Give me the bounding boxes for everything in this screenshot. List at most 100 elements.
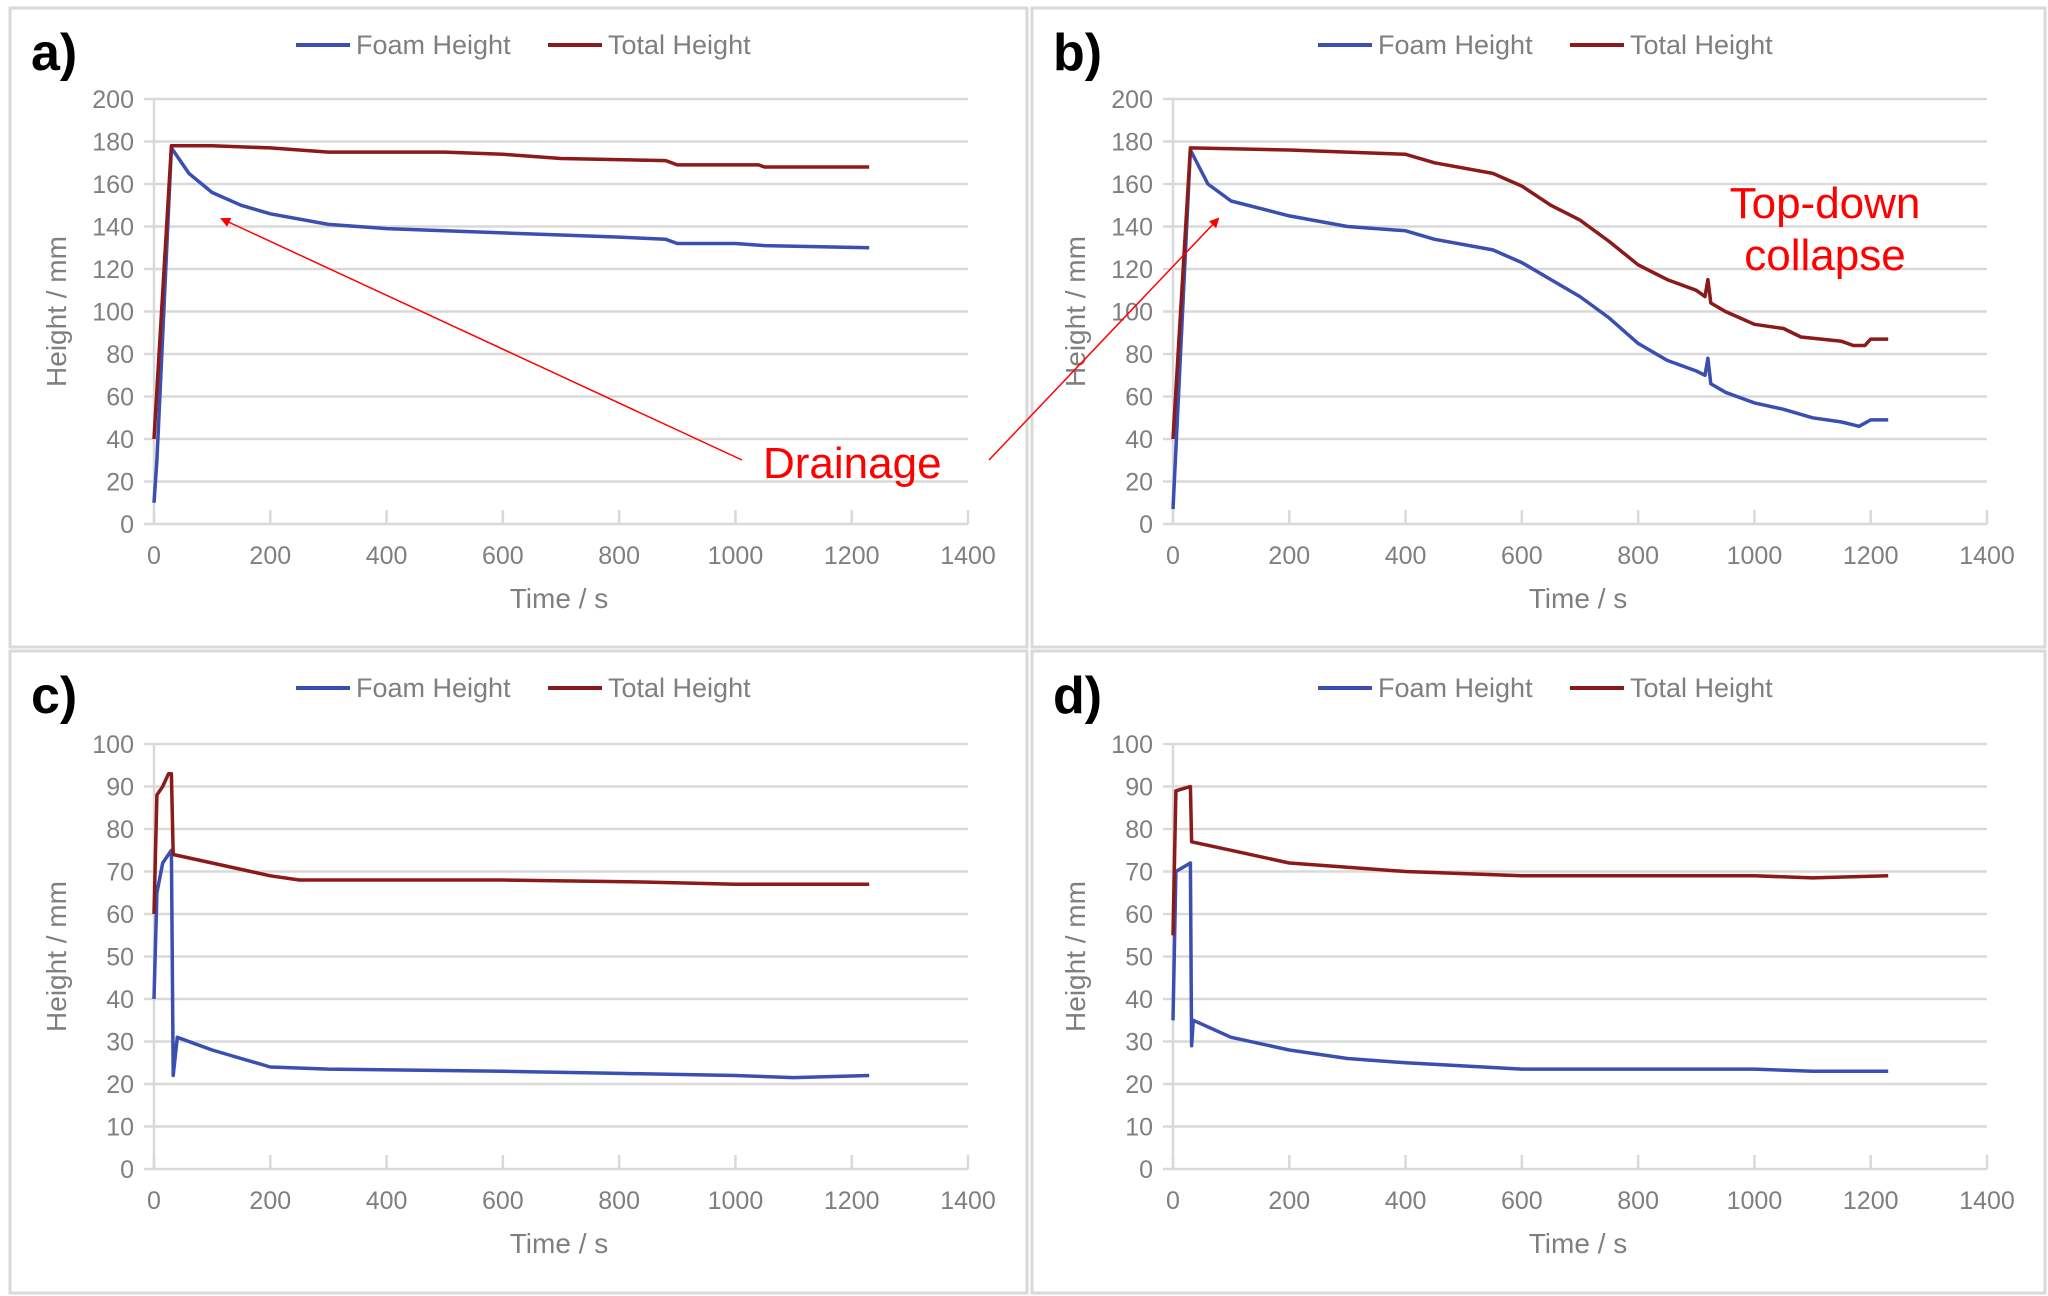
- x-tick-label: 1000: [1727, 542, 1783, 570]
- y-tick-label: 40: [106, 986, 134, 1014]
- x-tick-label: 400: [1385, 542, 1427, 570]
- x-tick-label: 200: [249, 542, 291, 570]
- x-tick-label: 0: [147, 542, 161, 570]
- y-tick-label: 40: [1125, 426, 1153, 454]
- y-tick-label: 70: [1125, 859, 1153, 887]
- x-axis-title: Time / s: [510, 583, 609, 614]
- y-tick-label: 60: [106, 384, 134, 412]
- x-tick-label: 600: [1501, 542, 1543, 570]
- y-tick-label: 160: [92, 171, 134, 199]
- legend-label-total: Total Height: [608, 673, 751, 703]
- y-tick-label: 30: [106, 1029, 134, 1057]
- y-tick-label: 50: [106, 944, 134, 972]
- series-line-foam-height: [1171, 861, 1889, 1074]
- series-line-foam-height: [152, 848, 870, 1080]
- panel-border: [8, 6, 1029, 649]
- y-tick-label: 0: [1139, 1156, 1153, 1184]
- panel-label: d): [1053, 667, 1102, 725]
- x-axis-title: Time / s: [1529, 583, 1628, 614]
- x-tick-label: 1400: [940, 542, 996, 570]
- top-down-label: Top-down: [1730, 179, 1921, 228]
- y-tick-label: 200: [1111, 86, 1153, 114]
- x-axis-title: Time / s: [510, 1228, 609, 1259]
- legend-label-total: Total Height: [1630, 673, 1773, 703]
- y-tick-label: 80: [1125, 816, 1153, 844]
- y-tick-label: 60: [106, 901, 134, 929]
- y-tick-label: 100: [1111, 299, 1153, 327]
- y-tick-label: 30: [1125, 1029, 1153, 1057]
- x-tick-label: 800: [1617, 1187, 1659, 1215]
- y-tick-label: 0: [1139, 511, 1153, 539]
- series-line-foam-height: [152, 146, 870, 503]
- y-tick-label: 60: [1125, 384, 1153, 412]
- collapse-label: collapse: [1744, 231, 1905, 280]
- x-tick-label: 1200: [1843, 1187, 1899, 1215]
- y-tick-label: 0: [120, 511, 134, 539]
- x-tick-label: 800: [1617, 542, 1659, 570]
- x-tick-label: 0: [1166, 542, 1180, 570]
- y-tick-label: 50: [1125, 944, 1153, 972]
- y-tick-label: 90: [1125, 774, 1153, 802]
- panel-label: b): [1053, 24, 1102, 82]
- x-tick-label: 600: [1501, 1187, 1543, 1215]
- x-tick-label: 1000: [1727, 1187, 1783, 1215]
- y-tick-label: 200: [92, 86, 134, 114]
- y-tick-label: 180: [92, 129, 134, 157]
- y-tick-label: 100: [1111, 731, 1153, 759]
- x-tick-label: 1200: [1843, 542, 1899, 570]
- x-tick-label: 800: [598, 1187, 640, 1215]
- x-tick-label: 400: [1385, 1187, 1427, 1215]
- y-axis-title: Height / mm: [1060, 881, 1091, 1032]
- y-tick-label: 60: [1125, 901, 1153, 929]
- series-line-total-height: [152, 144, 870, 440]
- y-tick-label: 100: [92, 299, 134, 327]
- x-tick-label: 1200: [824, 1187, 880, 1215]
- y-tick-label: 20: [106, 1071, 134, 1099]
- y-tick-label: 80: [106, 816, 134, 844]
- x-tick-label: 1000: [708, 542, 764, 570]
- x-tick-label: 1200: [824, 542, 880, 570]
- y-tick-label: 120: [1111, 256, 1153, 284]
- x-tick-label: 200: [1268, 1187, 1310, 1215]
- series-line-total-height: [152, 772, 870, 915]
- x-tick-label: 600: [482, 542, 524, 570]
- panel-label: c): [31, 667, 77, 725]
- annotations: Drainage Top-down collapse: [220, 179, 1921, 488]
- series-line-total-height: [1171, 784, 1889, 936]
- x-axis-title: Time / s: [1529, 1228, 1628, 1259]
- legend-label-foam: Foam Height: [356, 673, 511, 703]
- legend-label-total: Total Height: [1630, 30, 1773, 60]
- x-tick-label: 1000: [708, 1187, 764, 1215]
- y-tick-label: 80: [106, 341, 134, 369]
- y-tick-label: 40: [1125, 986, 1153, 1014]
- legend-label-foam: Foam Height: [1378, 30, 1533, 60]
- panel-a: 0 20 40 60 80 100 120 140 160 180 200 0 200 400 600 800…: [8, 6, 1029, 649]
- legend-label-foam: Foam Height: [356, 30, 511, 60]
- y-tick-label: 70: [106, 859, 134, 887]
- x-tick-label: 200: [1268, 542, 1310, 570]
- y-tick-label: 180: [1111, 129, 1153, 157]
- x-tick-label: 400: [366, 1187, 408, 1215]
- panel-b: 0 20 40 60 80 100 120 140 160 180 200 0 200 400 600 800…: [1030, 6, 2047, 649]
- y-tick-label: 0: [120, 1156, 134, 1184]
- y-tick-label: 10: [106, 1114, 134, 1142]
- panel-border: [1030, 6, 2047, 649]
- x-tick-label: 0: [147, 1187, 161, 1215]
- y-tick-label: 140: [1111, 214, 1153, 242]
- x-tick-label: 1400: [940, 1187, 996, 1215]
- y-tick-label: 20: [1125, 469, 1153, 497]
- legend-label-foam: Foam Height: [1378, 673, 1533, 703]
- panel-border: [8, 649, 1029, 1295]
- y-axis-title: Height / mm: [1060, 236, 1091, 387]
- drainage-arrow-a: [220, 217, 743, 461]
- x-tick-label: 800: [598, 542, 640, 570]
- y-tick-label: 80: [1125, 341, 1153, 369]
- series-line-total-height: [1171, 146, 1889, 440]
- y-tick-label: 90: [106, 774, 134, 802]
- legend-label-total: Total Height: [608, 30, 751, 60]
- drainage-label: Drainage: [763, 439, 942, 488]
- x-tick-label: 1400: [1959, 1187, 2015, 1215]
